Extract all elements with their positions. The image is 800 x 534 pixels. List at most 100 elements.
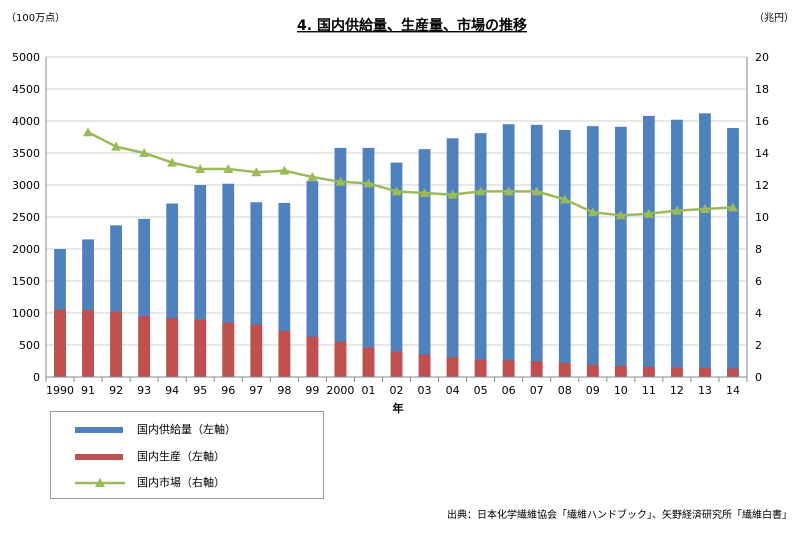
axes bbox=[45, 57, 748, 378]
left-tick-label: 0 bbox=[33, 371, 40, 384]
supply-bar bbox=[614, 126, 627, 377]
supply-bar bbox=[194, 185, 207, 377]
market-point bbox=[251, 167, 262, 177]
x-tick-label: 1990 bbox=[46, 384, 74, 397]
production-bar bbox=[54, 309, 66, 377]
production-bar bbox=[586, 364, 599, 377]
supply-bar bbox=[166, 203, 179, 377]
left-tick-label: 1500 bbox=[12, 275, 40, 288]
production-bar bbox=[671, 367, 683, 377]
market-point bbox=[475, 186, 486, 196]
market-point bbox=[447, 189, 458, 199]
supply-bar bbox=[727, 128, 739, 377]
market-point bbox=[167, 157, 178, 167]
market-point bbox=[531, 186, 542, 196]
market-point bbox=[587, 207, 598, 217]
left-axis-unit: （100万点） bbox=[6, 12, 65, 24]
x-tick-label: 99 bbox=[305, 384, 319, 397]
x-tick-label: 02 bbox=[390, 384, 404, 397]
right-tick-label: 4 bbox=[755, 307, 762, 320]
x-tick-label: 10 bbox=[614, 384, 628, 397]
market-line bbox=[83, 127, 738, 220]
production-bar bbox=[727, 368, 739, 377]
legend-swatch-supply bbox=[75, 427, 123, 433]
production-bar bbox=[699, 368, 711, 377]
production-bar bbox=[194, 319, 207, 377]
legend-label-production: 国内生産（左軸） bbox=[137, 450, 225, 463]
supply-bar bbox=[390, 162, 403, 377]
market-point bbox=[223, 164, 234, 173]
supply-bar bbox=[250, 202, 263, 377]
chart-title: 4. 国内供給量、生産量、市場の推移 bbox=[297, 17, 527, 34]
x-tick-label: 09 bbox=[586, 384, 600, 397]
market-point bbox=[615, 210, 626, 220]
production-bar bbox=[474, 359, 487, 377]
x-tick-label: 01 bbox=[361, 384, 375, 397]
x-tick-label: 06 bbox=[502, 384, 516, 397]
right-tick-label: 2 bbox=[755, 339, 762, 352]
x-tick-label: 05 bbox=[474, 384, 488, 397]
market-point bbox=[559, 194, 570, 204]
x-tick-label: 2000 bbox=[326, 384, 354, 397]
production-bar bbox=[166, 318, 179, 377]
market-point bbox=[727, 202, 738, 212]
supply-bar bbox=[699, 113, 711, 377]
market-point bbox=[699, 204, 710, 213]
market-point bbox=[363, 178, 374, 188]
legend-label-market: 国内市場（右軸） bbox=[137, 476, 225, 489]
x-tick-label: 91 bbox=[81, 384, 95, 397]
x-tick-label: 11 bbox=[642, 384, 656, 397]
right-tick-label: 16 bbox=[755, 115, 769, 128]
source-note: 出典：日本化学繊維協会「繊維ハンドブック」、矢野経済研究所「繊維白書」 bbox=[447, 510, 792, 521]
production-bar bbox=[250, 324, 263, 377]
market-point bbox=[279, 165, 290, 175]
left-tick-label: 4000 bbox=[12, 115, 40, 128]
x-axis-ticks: 1990 91 92 93 94 95 96 97 98 99 2000 01 02 03 04 05 06 07… bbox=[45, 377, 748, 397]
supply-bar bbox=[222, 183, 235, 377]
production-bar bbox=[362, 347, 375, 377]
left-tick-label: 2500 bbox=[12, 211, 40, 224]
production-bar bbox=[390, 351, 403, 377]
x-axis-label: 年 bbox=[393, 401, 404, 415]
supply-bar bbox=[334, 147, 347, 377]
legend-swatch-production bbox=[75, 454, 123, 460]
left-tick-label: 4500 bbox=[12, 83, 40, 96]
right-tick-label: 0 bbox=[755, 371, 762, 384]
production-bar bbox=[138, 316, 151, 377]
x-tick-label: 12 bbox=[670, 384, 684, 397]
supply-bar bbox=[502, 124, 515, 377]
market-point bbox=[503, 186, 514, 196]
supply-bar bbox=[446, 138, 459, 377]
production-bar bbox=[82, 309, 94, 377]
production-bar bbox=[110, 311, 122, 377]
x-tick-label: 04 bbox=[446, 384, 460, 397]
market-point bbox=[419, 188, 430, 197]
production-bar bbox=[446, 357, 459, 377]
supply-bar bbox=[306, 181, 319, 377]
market-point bbox=[643, 208, 654, 218]
supply-bar bbox=[82, 239, 94, 377]
legend: 国内供給量（左軸） 国内生産（左軸） 国内市場（右軸） bbox=[50, 411, 324, 499]
x-tick-label: 03 bbox=[418, 384, 432, 397]
market-point bbox=[671, 205, 682, 215]
supply-bar bbox=[530, 124, 543, 377]
production-bar bbox=[418, 354, 431, 377]
market-point bbox=[83, 127, 94, 137]
left-tick-label: 1000 bbox=[12, 307, 40, 320]
supply-bar bbox=[671, 119, 683, 377]
x-tick-label: 94 bbox=[165, 384, 179, 397]
legend-swatch-market bbox=[75, 478, 125, 487]
x-tick-label: 97 bbox=[249, 384, 263, 397]
x-tick-label: 98 bbox=[277, 384, 291, 397]
x-tick-label: 07 bbox=[530, 384, 544, 397]
market-point bbox=[335, 176, 346, 186]
market-point bbox=[139, 148, 150, 157]
left-tick-label: 3500 bbox=[12, 147, 40, 160]
production-bar bbox=[306, 336, 319, 377]
production-bar bbox=[222, 322, 235, 377]
market-point bbox=[195, 164, 206, 173]
right-axis-unit: （兆円） bbox=[754, 12, 794, 24]
x-tick-label: 14 bbox=[726, 384, 740, 397]
supply-bar bbox=[278, 202, 291, 377]
market-line-path bbox=[87, 131, 734, 217]
